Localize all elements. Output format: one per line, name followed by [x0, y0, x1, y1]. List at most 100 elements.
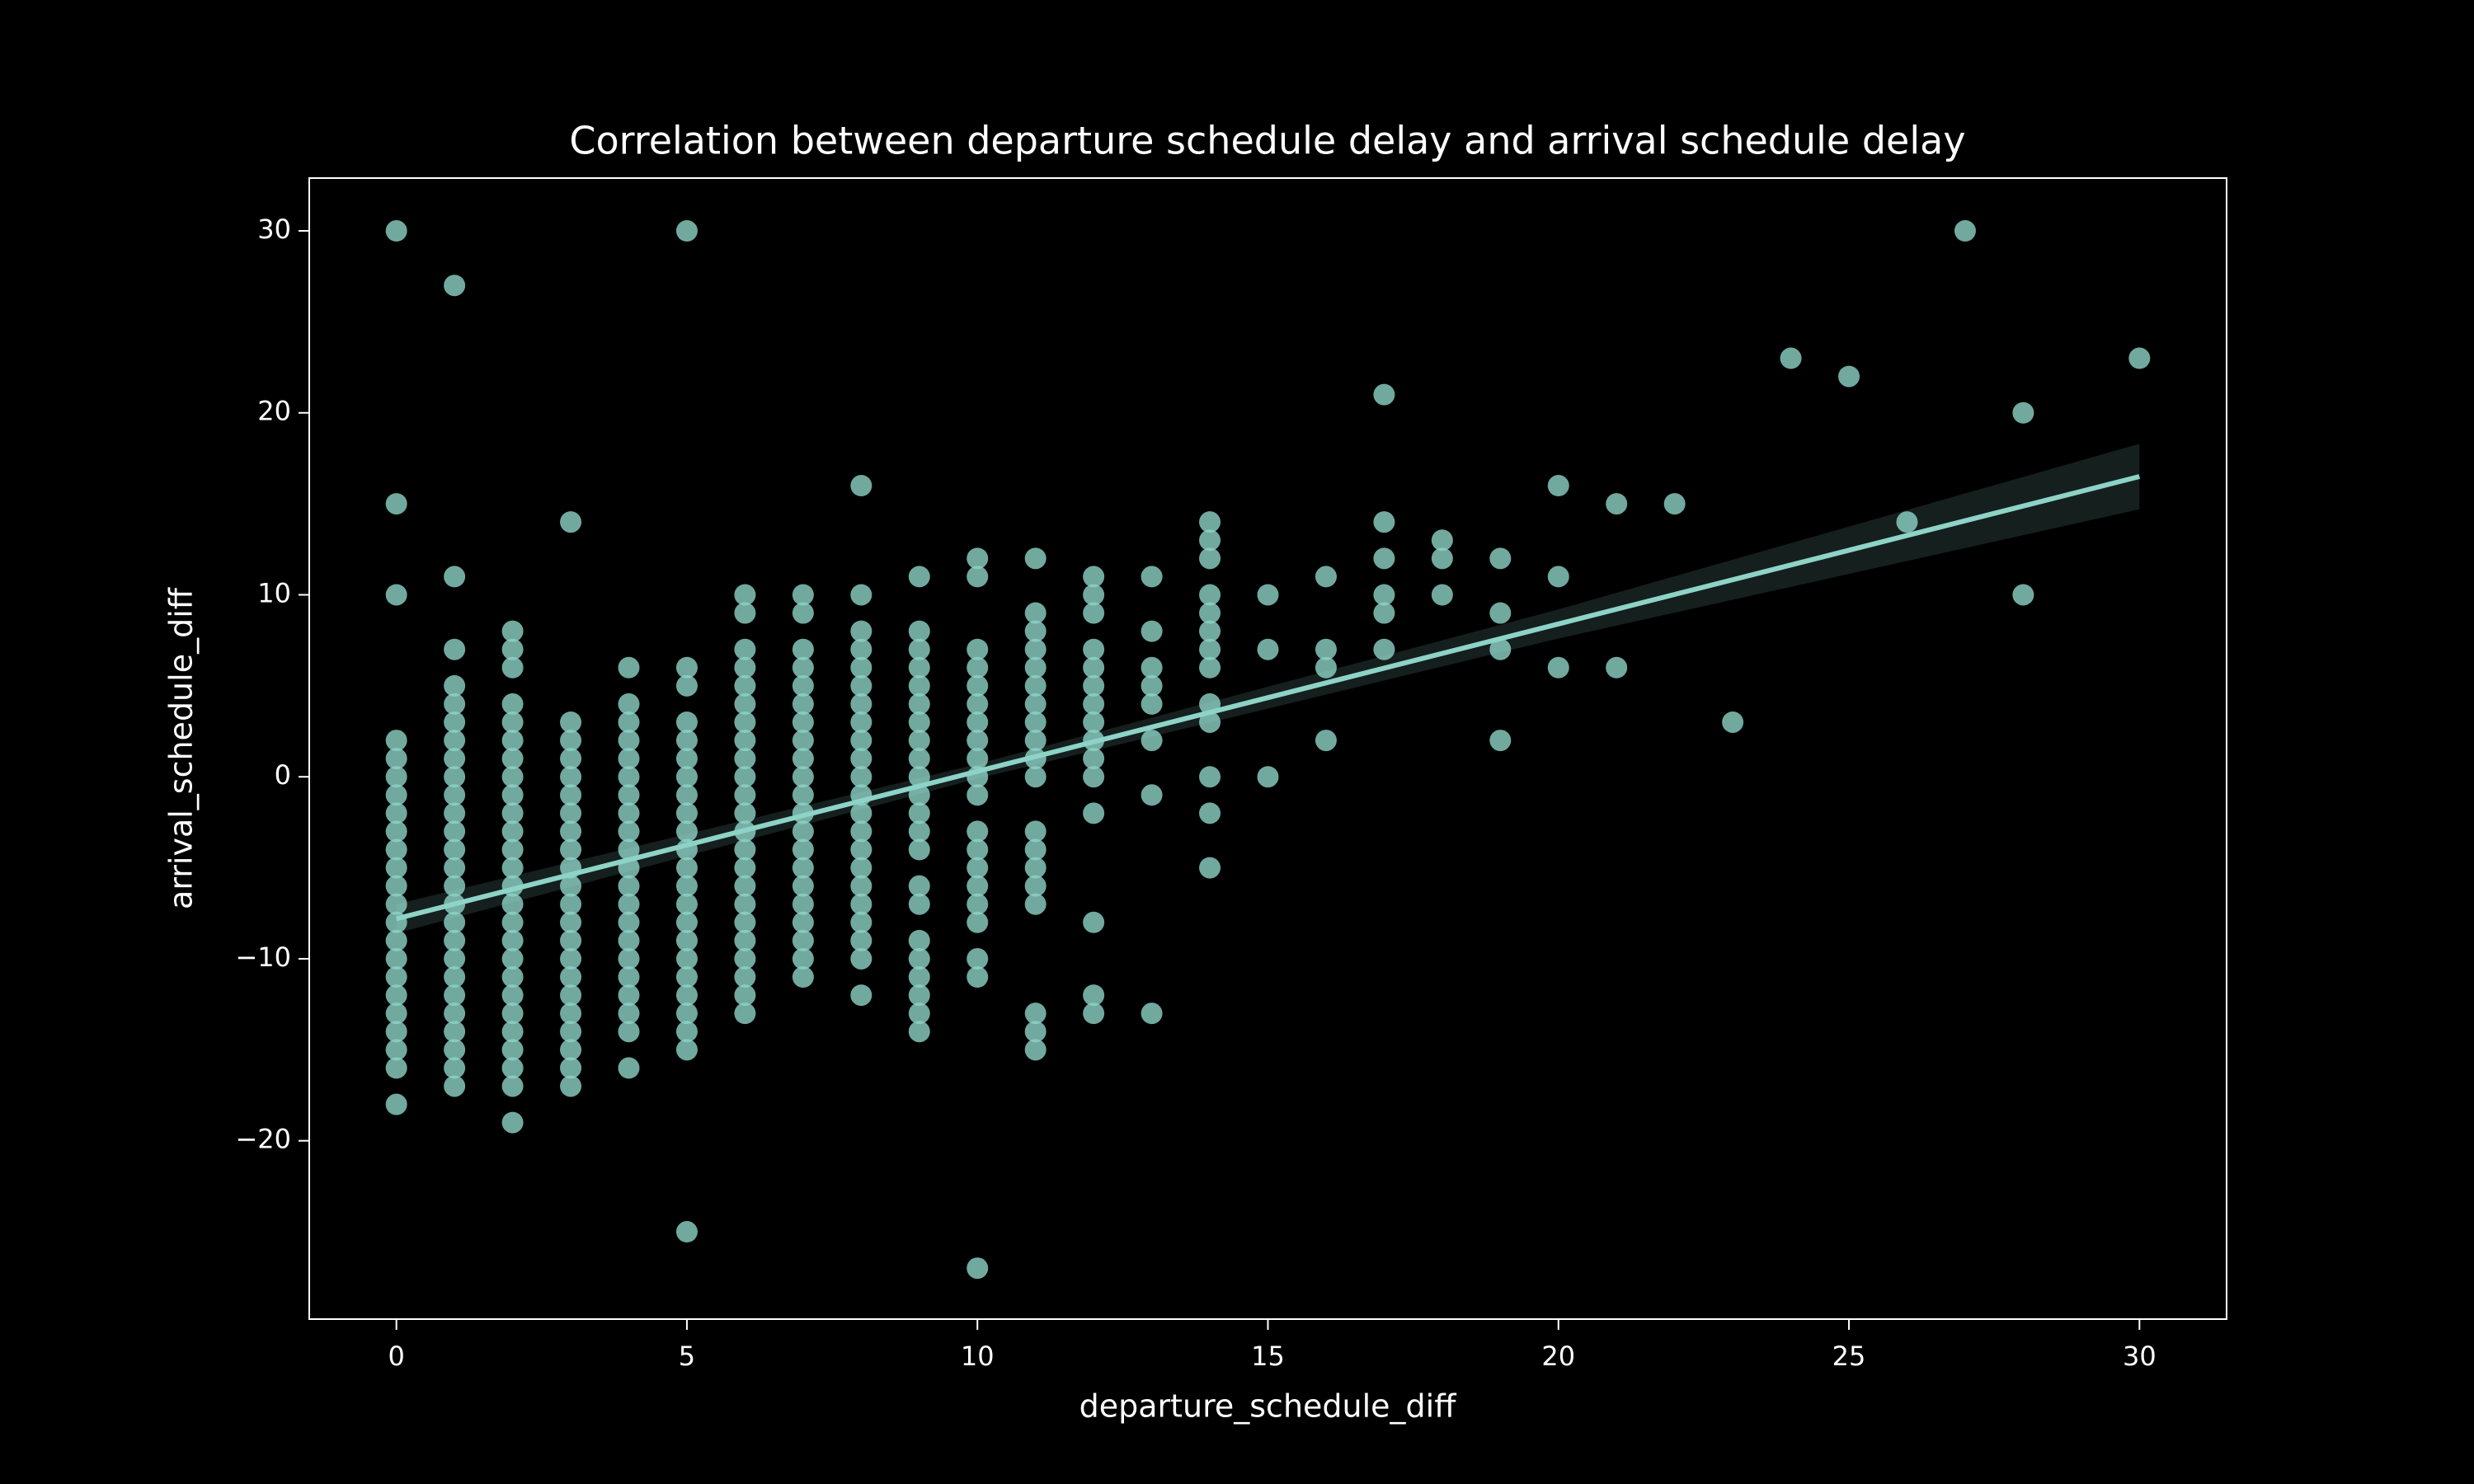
- data-point: [908, 838, 930, 861]
- data-point: [850, 656, 872, 679]
- data-point: [850, 984, 872, 1007]
- data-point: [444, 566, 466, 588]
- data-point: [560, 1003, 582, 1025]
- data-point: [501, 984, 524, 1007]
- data-point: [501, 638, 524, 660]
- data-point: [1199, 766, 1221, 788]
- data-point: [967, 947, 989, 970]
- data-point: [618, 838, 640, 861]
- data-point: [734, 784, 756, 806]
- data-point: [967, 1257, 989, 1280]
- data-point: [560, 966, 582, 989]
- data-point: [675, 1003, 698, 1025]
- data-point: [675, 1039, 698, 1061]
- data-point: [2012, 584, 2034, 606]
- data-point: [967, 838, 989, 861]
- data-point: [501, 711, 524, 733]
- data-point: [444, 1021, 466, 1043]
- data-point: [1083, 1003, 1105, 1025]
- data-point: [734, 656, 756, 679]
- data-point: [792, 893, 814, 915]
- data-point: [908, 711, 930, 733]
- data-point: [967, 748, 989, 770]
- data-point: [850, 857, 872, 879]
- data-point: [908, 730, 930, 752]
- data-point: [1547, 475, 1569, 497]
- data-point: [850, 748, 872, 770]
- data-point: [734, 766, 756, 788]
- data-point: [675, 730, 698, 752]
- data-point: [675, 674, 698, 697]
- data-point: [1024, 1003, 1047, 1025]
- data-point: [850, 893, 872, 915]
- data-point: [1199, 711, 1221, 733]
- data-point: [1024, 693, 1047, 715]
- data-point: [1083, 693, 1105, 715]
- data-point: [1838, 365, 1860, 387]
- data-point: [560, 1039, 582, 1061]
- data-point: [1083, 802, 1105, 824]
- data-point: [618, 966, 640, 989]
- data-point: [444, 857, 466, 879]
- data-point: [908, 620, 930, 642]
- data-point: [501, 1003, 524, 1025]
- data-point: [560, 875, 582, 897]
- data-point: [501, 1111, 524, 1134]
- data-point: [385, 966, 407, 989]
- data-point: [850, 620, 872, 642]
- data-point: [385, 802, 407, 824]
- data-point: [560, 802, 582, 824]
- data-point: [1024, 838, 1047, 861]
- data-point: [444, 929, 466, 951]
- data-point: [385, 766, 407, 788]
- data-point: [967, 966, 989, 989]
- data-point: [618, 784, 640, 806]
- data-point: [501, 857, 524, 879]
- data-point: [618, 748, 640, 770]
- data-point: [385, 1093, 407, 1115]
- data-point: [385, 1021, 407, 1043]
- data-point: [1083, 911, 1105, 933]
- confidence-band: [396, 444, 2140, 934]
- data-point: [792, 730, 814, 752]
- data-point: [444, 784, 466, 806]
- data-point: [734, 929, 756, 951]
- data-point: [734, 674, 756, 697]
- data-point: [560, 1021, 582, 1043]
- data-point: [1199, 602, 1221, 624]
- data-point: [1141, 730, 1163, 752]
- data-point: [385, 929, 407, 951]
- data-point: [1606, 493, 1628, 515]
- data-point: [618, 1021, 640, 1043]
- data-point: [967, 674, 989, 697]
- data-point: [501, 1057, 524, 1079]
- data-point: [792, 947, 814, 970]
- data-point: [675, 875, 698, 897]
- data-point: [385, 820, 407, 843]
- data-point: [618, 893, 640, 915]
- data-point: [1083, 711, 1105, 733]
- data-point: [850, 820, 872, 843]
- data-point: [1199, 802, 1221, 824]
- data-point: [675, 929, 698, 951]
- data-point: [618, 802, 640, 824]
- data-point: [618, 1003, 640, 1025]
- data-point: [560, 1057, 582, 1079]
- data-point: [385, 947, 407, 970]
- data-point: [444, 838, 466, 861]
- data-point: [1141, 1003, 1163, 1025]
- data-point: [967, 893, 989, 915]
- data-point: [1141, 620, 1163, 642]
- data-point: [444, 984, 466, 1007]
- data-point: [444, 1057, 466, 1079]
- data-point: [618, 766, 640, 788]
- data-point: [1373, 383, 1395, 406]
- data-point: [444, 748, 466, 770]
- data-point: [734, 911, 756, 933]
- data-point: [675, 984, 698, 1007]
- data-point: [501, 693, 524, 715]
- data-point: [1024, 620, 1047, 642]
- data-point: [385, 784, 407, 806]
- data-point: [1606, 656, 1628, 679]
- data-point: [850, 947, 872, 970]
